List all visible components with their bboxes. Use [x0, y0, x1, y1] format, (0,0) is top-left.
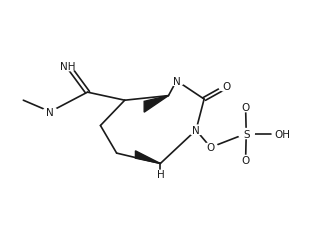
Text: O: O — [241, 103, 250, 113]
Ellipse shape — [219, 82, 235, 92]
Text: N: N — [173, 76, 180, 86]
Text: N: N — [46, 107, 54, 117]
Ellipse shape — [58, 61, 78, 71]
Text: NH: NH — [60, 61, 76, 71]
Text: S: S — [243, 129, 249, 139]
Text: H: H — [156, 169, 164, 180]
Text: O: O — [241, 155, 250, 165]
Text: O: O — [206, 143, 215, 153]
Polygon shape — [135, 151, 160, 164]
Ellipse shape — [168, 76, 185, 86]
Text: OH: OH — [274, 129, 290, 139]
Ellipse shape — [272, 129, 292, 139]
Text: N: N — [192, 125, 200, 136]
Polygon shape — [144, 96, 168, 113]
Ellipse shape — [188, 125, 204, 136]
Ellipse shape — [238, 156, 253, 165]
Ellipse shape — [43, 108, 57, 117]
Text: O: O — [223, 82, 231, 92]
Ellipse shape — [238, 103, 253, 112]
Ellipse shape — [203, 143, 218, 152]
Ellipse shape — [238, 129, 254, 139]
